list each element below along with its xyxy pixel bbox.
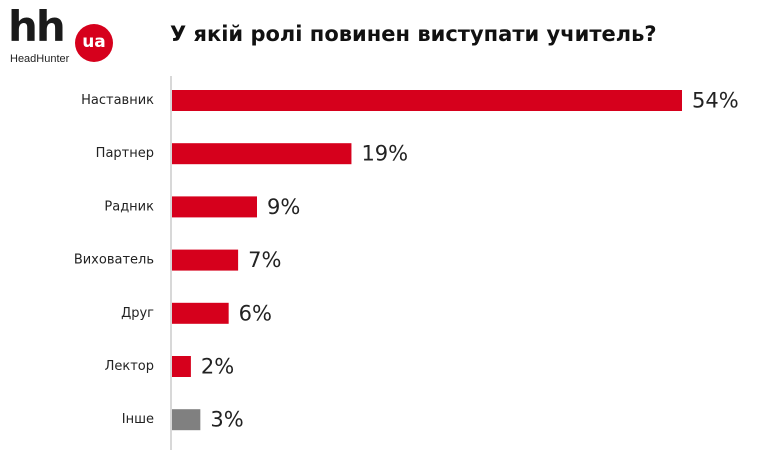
category-label: Партнер	[96, 146, 154, 161]
logo-badge: ua	[75, 24, 113, 62]
logo-subtitle: HeadHunter	[10, 53, 70, 65]
bar	[172, 143, 352, 165]
category-label: Вихователь	[74, 253, 154, 268]
value-label: 2%	[201, 355, 234, 379]
category-label: Друг	[121, 306, 154, 321]
bar	[172, 409, 201, 431]
value-label: 7%	[248, 248, 281, 272]
category-label: Радник	[104, 199, 154, 214]
value-label: 3%	[210, 408, 243, 432]
bar	[172, 196, 257, 218]
bar	[172, 90, 682, 111]
category-label: Лектор	[105, 359, 154, 374]
category-label: Інше	[122, 412, 154, 427]
value-label: 9%	[267, 195, 300, 219]
logo-mark: hh	[8, 2, 66, 51]
headhunter-logo: hh ua HeadHunter	[8, 2, 128, 68]
chart-title: У якій ролі повинен виступати учитель?	[170, 22, 657, 46]
bar	[172, 302, 229, 324]
bar	[172, 356, 191, 377]
category-label: Наставник	[81, 93, 154, 108]
bar	[172, 249, 239, 271]
value-label: 6%	[239, 301, 272, 325]
value-label: 19%	[361, 142, 408, 166]
value-label: 54%	[692, 89, 739, 113]
